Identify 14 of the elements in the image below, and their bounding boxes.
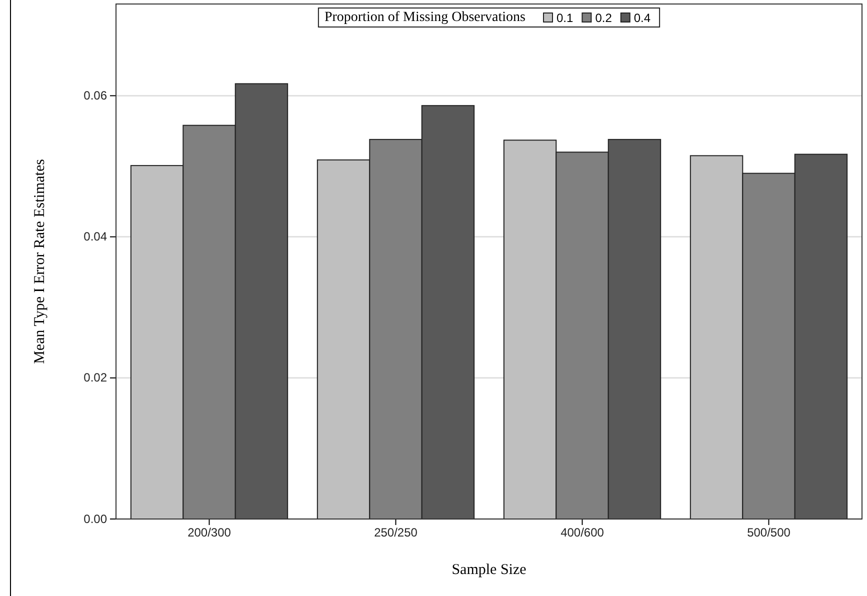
y-tick-label: 0.00 [84,512,108,526]
x-tick-label: 400/600 [560,526,604,540]
y-tick-label: 0.06 [84,88,108,103]
legend-title: Proportion of Missing Observations [324,10,526,25]
legend-label: 0.1 [556,11,574,25]
legend-label: 0.2 [595,11,612,25]
y-tick-label: 0.04 [84,230,108,244]
x-tick-label: 200/300 [188,526,232,540]
legend-label: 0.4 [634,11,651,25]
y-tick-label: 0.02 [84,370,108,385]
x-tick-label: 250/250 [374,526,418,540]
y-axis-title: Mean Type I Error Rate Estimates [32,158,48,364]
x-tick-label: 500/500 [747,526,791,540]
x-axis-title: Sample Size [452,562,527,578]
